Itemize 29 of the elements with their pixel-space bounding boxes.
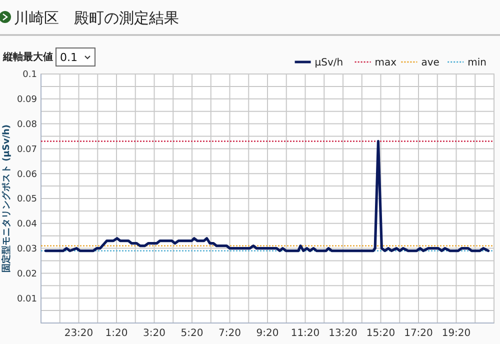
x-tick-label: 7:20 <box>218 328 241 339</box>
y-tick-label: 0.04 <box>16 220 38 230</box>
x-tick-label: 3:20 <box>143 328 166 339</box>
x-tick-label: 23:20 <box>64 328 94 339</box>
text: 0.1 <box>60 51 78 64</box>
legend-label: ave <box>421 58 440 68</box>
text: 縦軸最大値 <box>2 51 53 63</box>
x-tick-label: 17:20 <box>404 328 433 339</box>
y-tick-label: 0.01 <box>16 294 37 304</box>
y-tick-label: 0.03 <box>16 244 37 254</box>
x-tick-label: 11:20 <box>290 328 320 339</box>
x-tick-label: 5:20 <box>180 328 204 339</box>
x-tick-label: 15:20 <box>366 328 396 339</box>
y-tick-label: 0.07 <box>16 144 37 155</box>
legend-label: μSv/h <box>314 58 344 68</box>
chart-title: 川崎区 殿町の測定結果 <box>14 9 179 27</box>
x-tick-label: 1:20 <box>105 328 128 339</box>
y-tick-label: 0.05 <box>16 194 37 205</box>
x-tick-label: 19:20 <box>442 328 471 339</box>
y-tick-label: 0.06 <box>16 170 38 180</box>
legend-label: max <box>374 58 397 68</box>
y-axis-title: 固定型モニタリングポスト (μSv/h) <box>1 124 12 273</box>
y-tick-label: 0.1 <box>22 70 37 80</box>
legend-label: min <box>468 58 486 68</box>
y-tick-label: 0.02 <box>16 269 37 280</box>
y-tick-label: 0.09 <box>16 95 38 106</box>
y-tick-label: 0.08 <box>16 120 38 130</box>
x-tick-label: 13:20 <box>328 328 358 339</box>
x-tick-label: 9:20 <box>256 328 279 339</box>
